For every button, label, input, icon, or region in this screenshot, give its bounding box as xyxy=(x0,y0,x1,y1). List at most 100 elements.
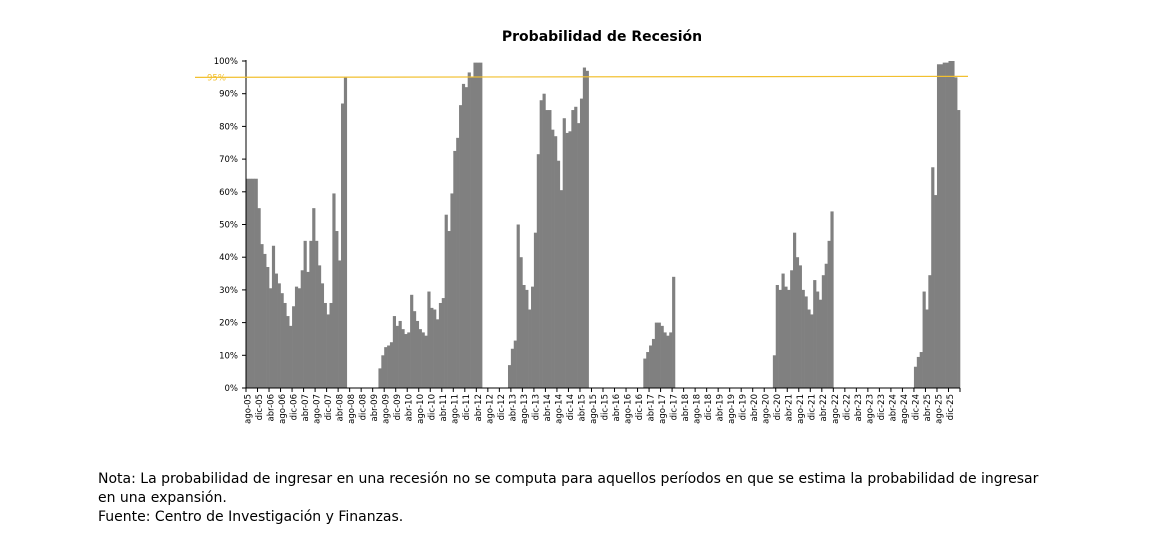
x-tick-label: ago-24 xyxy=(900,394,910,424)
y-tick-label: 20% xyxy=(219,319,238,329)
bar xyxy=(807,309,811,388)
x-tick-label: ago-08 xyxy=(347,394,357,424)
bar xyxy=(467,72,471,388)
x-tick-label: ago-10 xyxy=(416,394,426,424)
bar xyxy=(824,263,828,388)
bar xyxy=(948,61,952,388)
bar xyxy=(289,325,293,388)
bar xyxy=(793,232,797,388)
bar xyxy=(568,131,572,388)
bar xyxy=(453,150,457,388)
footnote: Nota: La probabilidad de ingresar en una… xyxy=(98,470,1078,527)
bar xyxy=(444,214,448,388)
bar xyxy=(772,355,777,388)
bar xyxy=(389,342,394,388)
bar xyxy=(649,345,653,388)
bar xyxy=(320,283,325,388)
note-line-1: Nota: La probabilidad de ingresar en una… xyxy=(98,471,1039,487)
x-tick-label: abr-07 xyxy=(301,394,311,421)
bar xyxy=(790,270,794,388)
bar xyxy=(297,288,302,388)
x-tick-label: dic-11 xyxy=(462,394,472,420)
x-tick-label: dic-06 xyxy=(290,394,300,420)
bar xyxy=(945,62,949,388)
bar xyxy=(387,345,391,388)
x-tick-label: abr-18 xyxy=(681,394,691,421)
bar xyxy=(513,340,517,388)
bar xyxy=(415,320,420,388)
x-tick-label: abr-20 xyxy=(750,394,760,421)
bar xyxy=(816,291,820,388)
bar xyxy=(271,245,276,388)
x-tick-label: ago-09 xyxy=(382,394,392,424)
y-tick-label: 40% xyxy=(219,253,238,263)
bar xyxy=(542,93,546,388)
bar xyxy=(646,352,650,388)
bar xyxy=(401,329,405,388)
bar xyxy=(306,271,310,388)
bar xyxy=(954,77,958,388)
bar xyxy=(274,273,278,388)
x-tick-label: ago-16 xyxy=(623,394,633,424)
bar xyxy=(470,77,474,388)
bar xyxy=(666,335,670,388)
bar xyxy=(643,358,647,388)
x-tick-label: abr-12 xyxy=(474,394,484,421)
bar xyxy=(539,100,543,389)
bar xyxy=(407,332,411,388)
bar xyxy=(556,160,561,388)
x-tick-label: abr-23 xyxy=(854,394,864,421)
bar xyxy=(473,62,477,388)
chart-title: Probabilidad de Recesión xyxy=(501,29,703,45)
bar xyxy=(528,309,532,388)
bar xyxy=(292,306,296,388)
x-tick-label: dic-16 xyxy=(635,394,645,420)
bar xyxy=(536,154,540,388)
bar xyxy=(248,178,253,388)
x-tick-label: dic-18 xyxy=(704,394,714,420)
bar xyxy=(778,289,782,388)
bar xyxy=(654,322,659,388)
bar xyxy=(931,167,935,388)
y-tick-label: 50% xyxy=(219,221,238,231)
y-tick-label: 90% xyxy=(219,90,238,100)
bar xyxy=(562,118,566,388)
bar xyxy=(936,64,941,389)
bar xyxy=(438,302,443,388)
x-tick-label: ago-15 xyxy=(589,394,599,424)
x-tick-label: ago-05 xyxy=(243,394,253,424)
x-tick-label: dic-12 xyxy=(497,394,507,420)
bar xyxy=(559,190,563,388)
bar xyxy=(343,77,348,388)
bar xyxy=(830,211,834,388)
bar xyxy=(522,284,526,388)
bar xyxy=(476,62,480,388)
bar xyxy=(545,110,549,389)
x-tick-label: ago-21 xyxy=(796,394,806,424)
bar xyxy=(479,62,483,388)
bar xyxy=(510,348,515,388)
x-tick-label: abr-25 xyxy=(923,394,933,421)
bar xyxy=(464,87,468,388)
bar xyxy=(554,136,558,388)
bar xyxy=(381,355,385,388)
bar xyxy=(404,334,408,388)
bar xyxy=(571,110,575,389)
note-line-2: en una expansión. xyxy=(98,490,227,506)
x-tick-label: dic-05 xyxy=(255,394,265,420)
bar xyxy=(418,329,422,388)
bar xyxy=(283,302,287,388)
bar xyxy=(775,284,779,388)
bar xyxy=(951,61,955,388)
bar xyxy=(818,299,823,388)
bar xyxy=(277,283,281,388)
bar xyxy=(456,137,460,388)
bar xyxy=(781,273,785,388)
bar xyxy=(574,106,578,388)
y-tick-label: 30% xyxy=(219,286,238,296)
bar xyxy=(507,365,512,388)
bar xyxy=(660,325,664,388)
bar xyxy=(813,280,817,388)
bar xyxy=(784,286,788,388)
